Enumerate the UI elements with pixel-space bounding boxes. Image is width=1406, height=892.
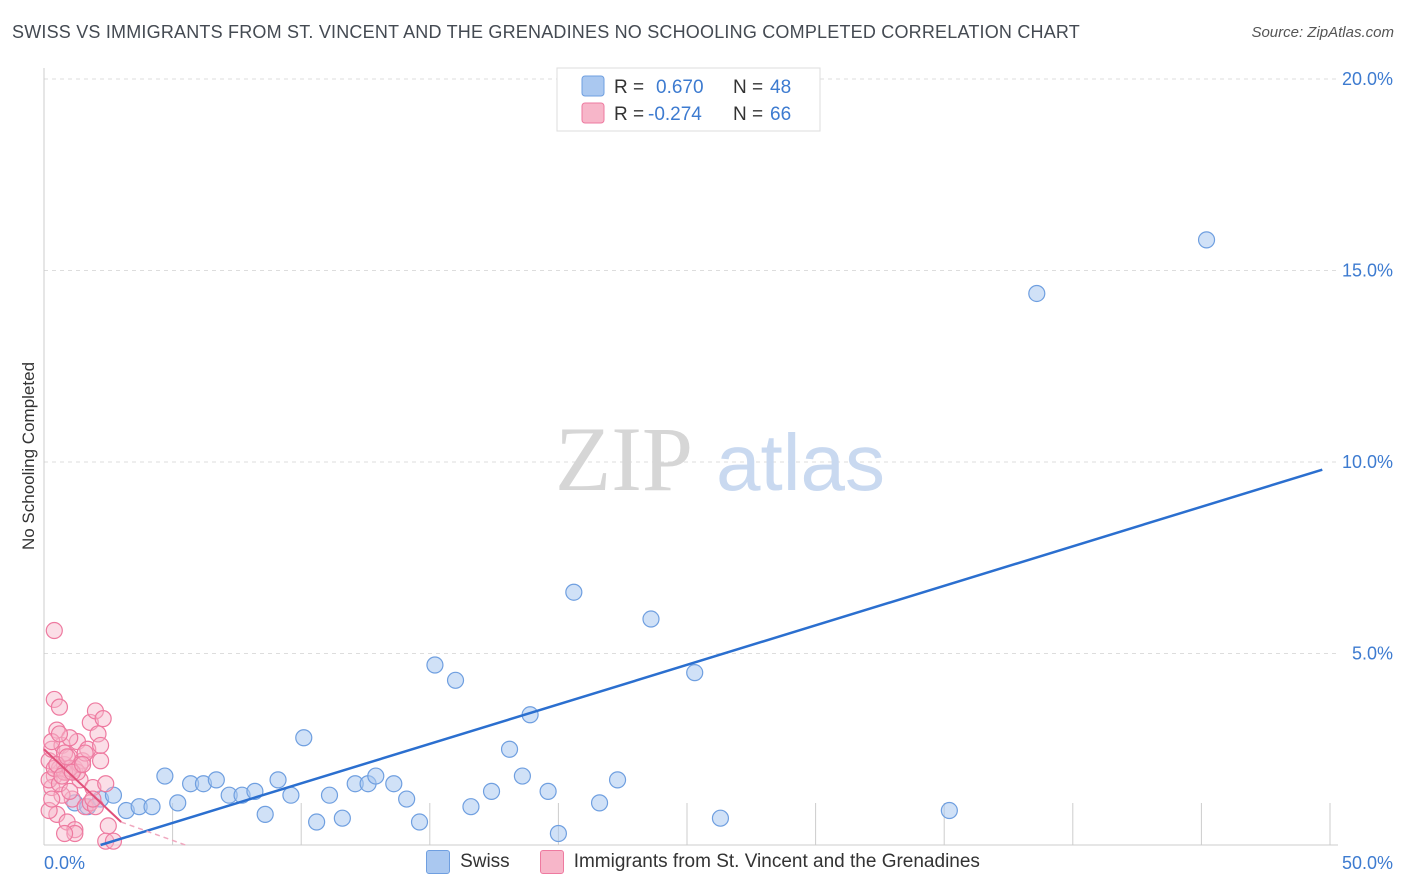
immigrants-point [99, 817, 117, 835]
swiss-point [169, 794, 187, 812]
immigrants-trend-line [43, 748, 122, 823]
swiss-point [711, 809, 730, 827]
immigrants-point [43, 790, 61, 808]
swiss-point [549, 824, 568, 843]
immigrants-point [97, 775, 115, 793]
immigrants-point [50, 725, 69, 743]
x-tick-label-max: 50.0% [1342, 853, 1393, 873]
legend-item-immigrants[interactable]: Immigrants from St. Vincent and the Gren… [539, 850, 980, 874]
legend-r-label-swiss: R = [614, 77, 644, 98]
source-credit: Source: ZipAtlas.com [1251, 24, 1394, 41]
immigrants-point [94, 710, 112, 728]
swiss-point [539, 782, 557, 800]
legend-n-value-swiss: 48 [770, 77, 791, 98]
swiss-point [333, 809, 351, 827]
swiss-point [295, 729, 313, 747]
immigrants-point [91, 736, 110, 755]
swiss-point [156, 767, 174, 785]
immigrants-point [50, 698, 69, 716]
legend-n-label-swiss: N = [733, 77, 763, 98]
swiss-point [426, 656, 444, 674]
legend-swatch-immigrants [581, 102, 605, 124]
legend-label-immigrants: Immigrants from St. Vincent and the Gren… [573, 851, 980, 872]
legend-r-value-immigrants: -0.274 [648, 104, 702, 125]
legend-n-label-immigrants: N = [733, 104, 763, 125]
x-tick-label-min: 0.0% [44, 853, 85, 873]
swiss-point [686, 664, 704, 682]
data-points [40, 231, 1216, 850]
y-tick-label: 20.0% [1342, 69, 1393, 89]
swiss-point [590, 794, 609, 812]
immigrants-point [55, 824, 74, 843]
y-tick-label: 15.0% [1342, 261, 1393, 281]
gridlines [44, 78, 1338, 654]
legend-n-value-immigrants: 66 [770, 104, 791, 125]
immigrants-point [45, 621, 63, 640]
legend-r-label-immigrants: R = [614, 104, 644, 125]
swiss-point [320, 786, 339, 804]
swiss-point [143, 798, 161, 816]
axes: 5.0% 10.0% 15.0% 20.0% [43, 68, 1393, 846]
y-tick-label: 5.0% [1352, 644, 1393, 664]
swiss-point [513, 767, 531, 785]
legend-top: R = 0.670 N = 48 R = -0.274 N = 66 [556, 67, 821, 132]
swiss-point [1197, 231, 1216, 249]
swiss-point [500, 740, 519, 758]
swiss-point [256, 805, 274, 823]
legend-label-swiss: Swiss [460, 851, 510, 872]
swiss-point [940, 801, 958, 820]
swiss-point [207, 771, 225, 789]
swiss-point [269, 771, 287, 789]
swiss-point [367, 767, 385, 785]
legend-swatch-immigrants-bottom [539, 850, 564, 874]
swiss-point [308, 813, 326, 831]
immigrants-point [53, 767, 71, 785]
watermark-atlas: atlas [716, 418, 885, 507]
legend-swatch-swiss [581, 75, 605, 97]
legend-r-value-swiss: 0.670 [656, 77, 704, 98]
swiss-point [410, 813, 429, 831]
swiss-point [608, 771, 627, 789]
legend-bottom: Swiss Immigrants from St. Vincent and th… [0, 850, 1406, 874]
immigrants-point [61, 729, 79, 747]
watermark-zip: ZIP [555, 408, 693, 510]
swiss-point [398, 790, 416, 808]
swiss-point [446, 671, 465, 689]
y-tick-label: 10.0% [1342, 452, 1393, 472]
immigrants-point [73, 755, 92, 774]
swiss-point [462, 798, 480, 816]
swiss-trend-line [100, 468, 1323, 847]
immigrants-point [58, 748, 76, 766]
legend-item-swiss[interactable]: Swiss [426, 850, 510, 874]
swiss-point [482, 782, 501, 800]
immigrants-trend-extension [120, 821, 186, 846]
swiss-point [282, 786, 300, 804]
chart-title: SWISS VS IMMIGRANTS FROM ST. VINCENT AND… [12, 22, 1080, 42]
swiss-point [385, 775, 403, 793]
trend-lines [43, 468, 1323, 847]
y-axis-label: No Schooling Completed [19, 362, 38, 550]
immigrants-point [91, 752, 110, 770]
swiss-point [642, 610, 660, 628]
swiss-point [565, 583, 583, 601]
legend-swatch-swiss-bottom [426, 850, 451, 874]
swiss-point [1028, 284, 1046, 303]
immigrants-point [84, 790, 102, 808]
watermark: ZIP atlas [555, 408, 885, 510]
immigrants-point [61, 782, 79, 800]
immigrants-point [66, 821, 84, 839]
